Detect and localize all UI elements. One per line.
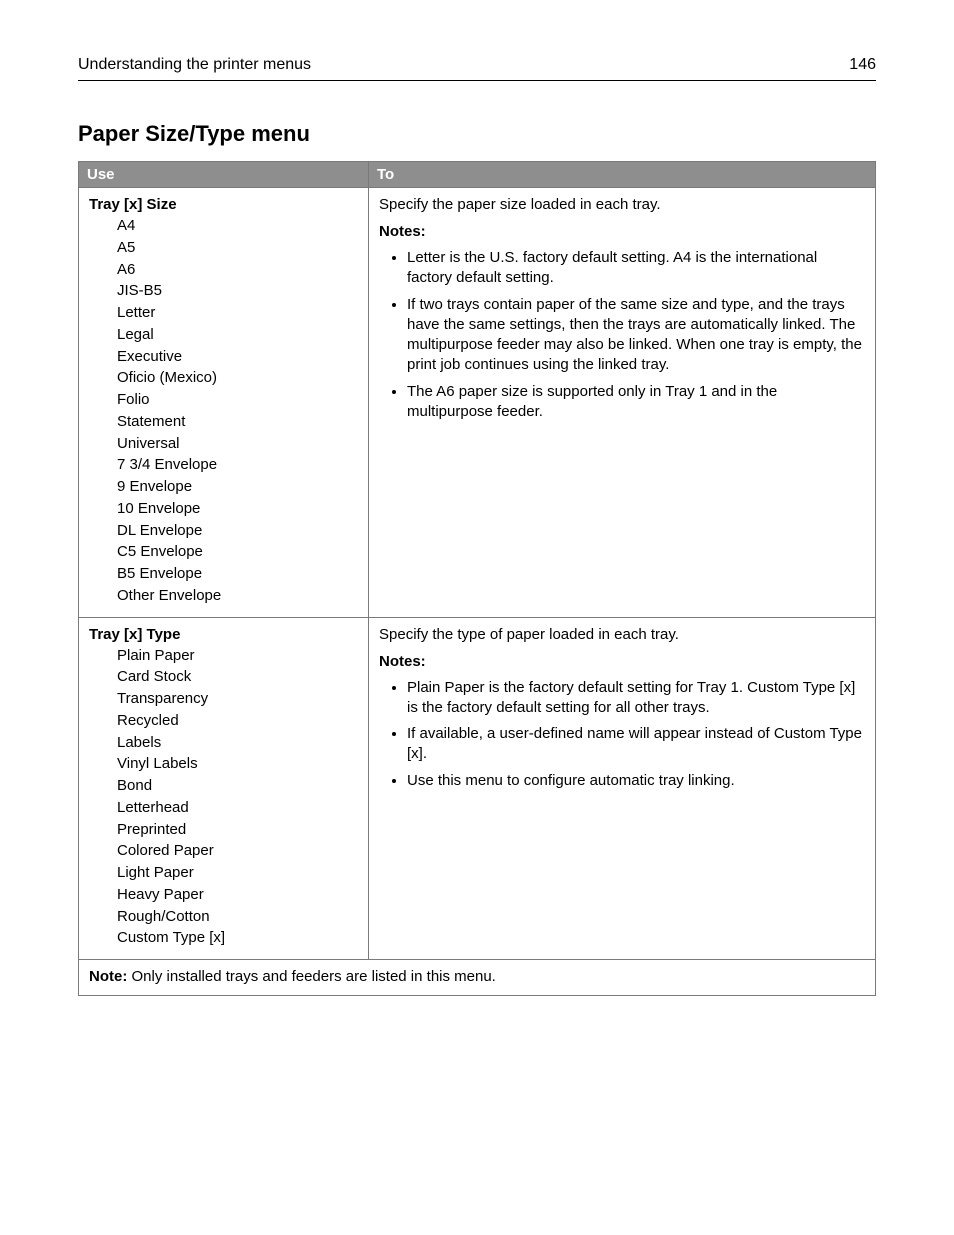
note-item: Use this menu to configure automatic tra… bbox=[407, 771, 865, 791]
note-item: If available, a user-defined name will a… bbox=[407, 724, 865, 765]
use-cell: Tray [x] Size A4 A5 A6 JIS-B5 Letter Leg… bbox=[79, 188, 369, 618]
list-item: Letterhead bbox=[117, 797, 358, 819]
footnote-label: Note: bbox=[89, 968, 127, 985]
list-item: Heavy Paper bbox=[117, 884, 358, 906]
menu-table: Use To Tray [x] Size A4 A5 A6 JIS-B5 Let… bbox=[78, 161, 876, 996]
to-cell: Specify the type of paper loaded in each… bbox=[369, 617, 876, 960]
page: Understanding the printer menus 146 Pape… bbox=[0, 0, 954, 996]
option-list: Plain Paper Card Stock Transparency Recy… bbox=[89, 645, 358, 950]
list-item: JIS-B5 bbox=[117, 280, 358, 302]
list-item: 10 Envelope bbox=[117, 498, 358, 520]
list-item: C5 Envelope bbox=[117, 541, 358, 563]
list-item: 7 3/4 Envelope bbox=[117, 454, 358, 476]
use-heading: Tray [x] Size bbox=[89, 196, 358, 213]
list-item: B5 Envelope bbox=[117, 563, 358, 585]
list-item: Legal bbox=[117, 324, 358, 346]
note-item: The A6 paper size is supported only in T… bbox=[407, 382, 865, 423]
list-item: A5 bbox=[117, 237, 358, 259]
col-header-to: To bbox=[369, 162, 876, 188]
list-item: Rough/Cotton bbox=[117, 906, 358, 928]
option-list: A4 A5 A6 JIS-B5 Letter Legal Executive O… bbox=[89, 215, 358, 607]
list-item: Custom Type [x] bbox=[117, 927, 358, 949]
use-heading: Tray [x] Type bbox=[89, 626, 358, 643]
table-row: Tray [x] Size A4 A5 A6 JIS-B5 Letter Leg… bbox=[79, 188, 876, 618]
list-item: Recycled bbox=[117, 710, 358, 732]
footnote-text: Only installed trays and feeders are lis… bbox=[127, 968, 496, 985]
list-item: Colored Paper bbox=[117, 840, 358, 862]
list-item: Letter bbox=[117, 302, 358, 324]
running-header: Understanding the printer menus 146 bbox=[78, 56, 876, 81]
notes-label: Notes: bbox=[379, 223, 865, 240]
list-item: Executive bbox=[117, 346, 358, 368]
list-item: Card Stock bbox=[117, 666, 358, 688]
list-item: Bond bbox=[117, 775, 358, 797]
list-item: DL Envelope bbox=[117, 520, 358, 542]
list-item: 9 Envelope bbox=[117, 476, 358, 498]
list-item: Labels bbox=[117, 732, 358, 754]
list-item: A6 bbox=[117, 259, 358, 281]
list-item: Other Envelope bbox=[117, 585, 358, 607]
list-item: Statement bbox=[117, 411, 358, 433]
list-item: Vinyl Labels bbox=[117, 753, 358, 775]
notes-list: Letter is the U.S. factory default setti… bbox=[379, 248, 865, 422]
table-row: Tray [x] Type Plain Paper Card Stock Tra… bbox=[79, 617, 876, 960]
page-number: 146 bbox=[849, 56, 876, 74]
to-lead: Specify the type of paper loaded in each… bbox=[379, 626, 865, 643]
use-cell: Tray [x] Type Plain Paper Card Stock Tra… bbox=[79, 617, 369, 960]
section-title: Paper Size/Type menu bbox=[78, 121, 876, 147]
list-item: Oficio (Mexico) bbox=[117, 367, 358, 389]
to-cell: Specify the paper size loaded in each tr… bbox=[369, 188, 876, 618]
footnote-row: Note: Only installed trays and feeders a… bbox=[79, 960, 876, 996]
header-title: Understanding the printer menus bbox=[78, 56, 311, 74]
col-header-use: Use bbox=[79, 162, 369, 188]
note-item: Letter is the U.S. factory default setti… bbox=[407, 248, 865, 289]
notes-label: Notes: bbox=[379, 653, 865, 670]
list-item: A4 bbox=[117, 215, 358, 237]
to-lead: Specify the paper size loaded in each tr… bbox=[379, 196, 865, 213]
list-item: Plain Paper bbox=[117, 645, 358, 667]
list-item: Light Paper bbox=[117, 862, 358, 884]
note-item: Plain Paper is the factory default setti… bbox=[407, 678, 865, 719]
list-item: Folio bbox=[117, 389, 358, 411]
note-item: If two trays contain paper of the same s… bbox=[407, 295, 865, 376]
footnote-cell: Note: Only installed trays and feeders a… bbox=[79, 960, 876, 996]
notes-list: Plain Paper is the factory default setti… bbox=[379, 678, 865, 791]
list-item: Transparency bbox=[117, 688, 358, 710]
list-item: Preprinted bbox=[117, 819, 358, 841]
list-item: Universal bbox=[117, 433, 358, 455]
